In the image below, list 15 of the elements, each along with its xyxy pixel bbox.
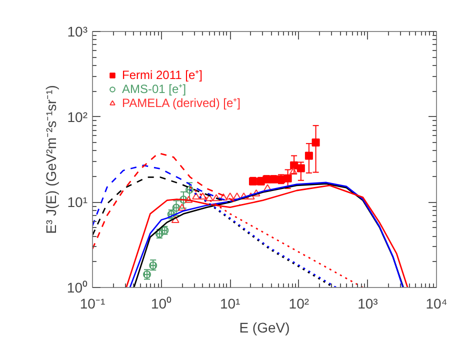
x-tick-label: 10³ xyxy=(358,296,378,312)
legend-label: PAMELA (derived) [e⁺] xyxy=(122,96,240,111)
legend-label: Fermi 2011 [e⁺] xyxy=(122,67,202,83)
y-axis-title: E³ J(E) (GeV²m⁻²s⁻¹sr⁻¹) xyxy=(42,85,59,234)
x-tick-label: 10⁰ xyxy=(151,296,172,312)
x-tick-label: 10⁴ xyxy=(426,296,448,312)
y-tick-label: 10⁰ xyxy=(66,280,88,296)
x-tick-label: 10² xyxy=(288,296,310,312)
x-tick-label: 10⁻¹ xyxy=(80,296,106,312)
x-tick-label: 10¹ xyxy=(220,296,241,312)
y-tick-label: 10² xyxy=(67,108,88,125)
x-axis-title: E (GeV) xyxy=(239,320,290,336)
legend-label: AMS-01 [e⁺] xyxy=(122,82,186,97)
y-tick-label: 10¹ xyxy=(67,194,88,210)
y-tick-label: 10³ xyxy=(67,24,88,40)
